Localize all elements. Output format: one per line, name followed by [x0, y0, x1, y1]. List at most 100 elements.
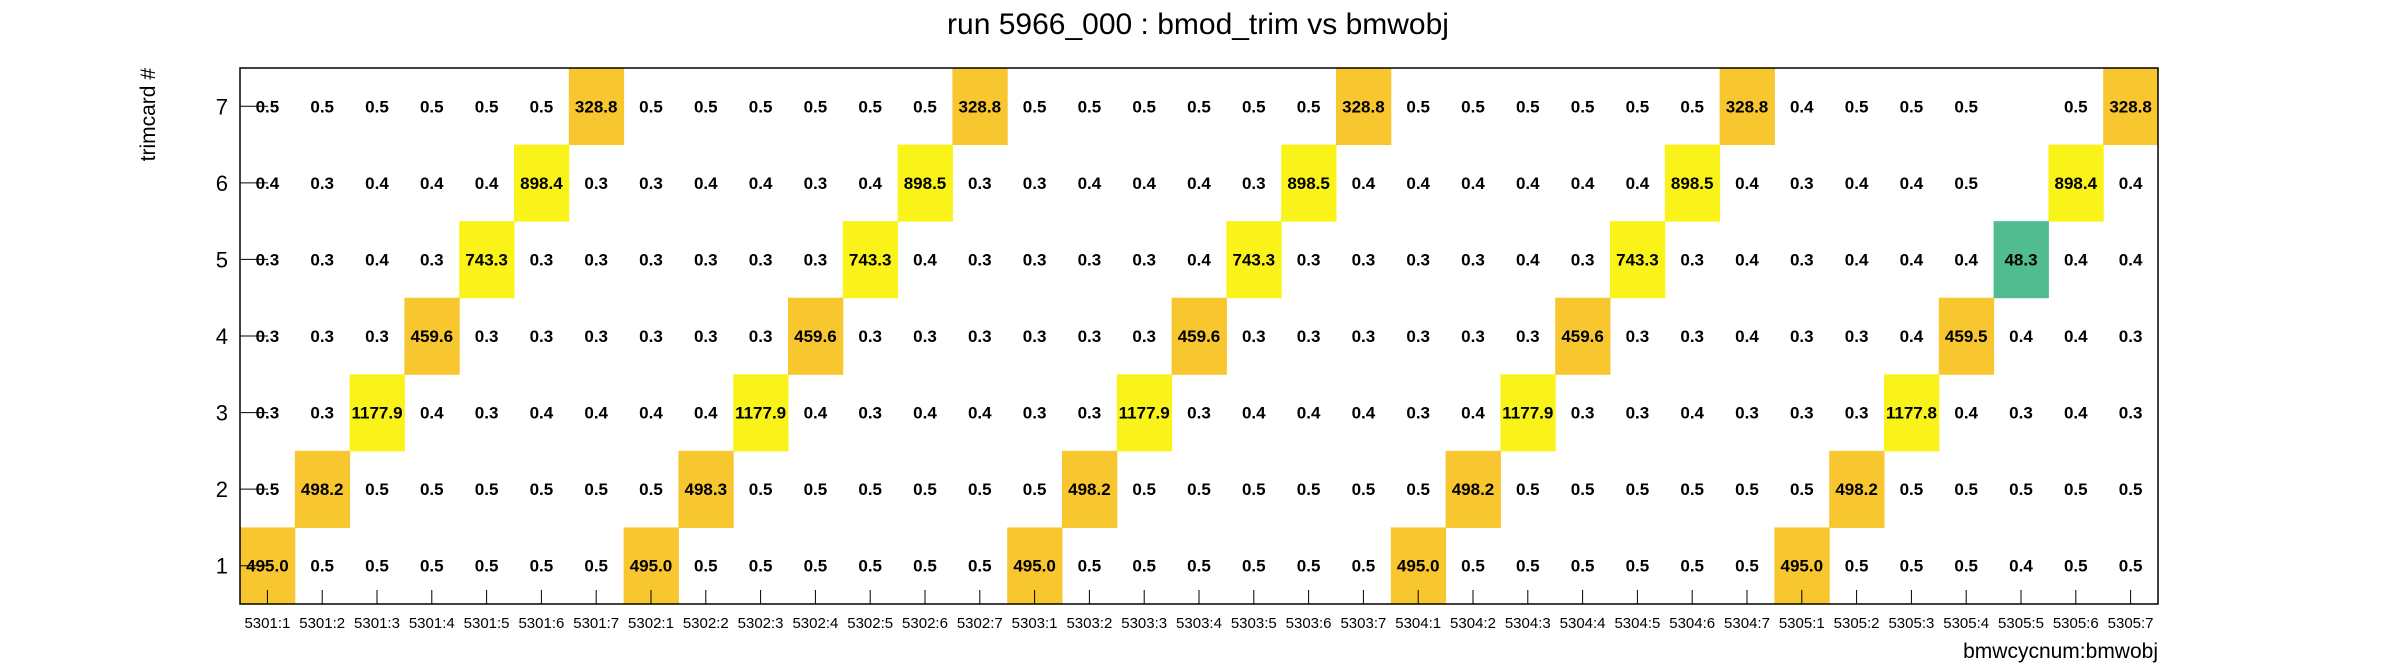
cell-value-label: 0.5 [1461, 557, 1485, 576]
cell-value-label: 0.5 [420, 97, 444, 116]
cell-value-label: 328.8 [1726, 97, 1769, 116]
cell-value-label: 328.8 [959, 97, 1002, 116]
x-tick-label: 5302:7 [957, 615, 1003, 632]
cell-value-label: 0.5 [1626, 480, 1650, 499]
cell-value-label: 1177.9 [1119, 404, 1170, 423]
x-tick-label: 5304:3 [1505, 615, 1551, 632]
cell-value-label: 0.4 [1242, 404, 1266, 423]
x-tick-label: 5302:6 [902, 615, 948, 632]
cell-value-label: 0.4 [1571, 174, 1595, 193]
cell-value-label: 0.5 [1626, 557, 1650, 576]
cell-value-label: 0.4 [1900, 327, 1924, 346]
y-tick-label: 4 [216, 324, 228, 349]
cell-value-label: 0.5 [1735, 480, 1759, 499]
cell-value-label: 0.4 [1845, 174, 1869, 193]
cell-value-label: 0.5 [530, 480, 554, 499]
heatmap-cell [1829, 450, 1885, 528]
heatmap-cell [349, 374, 405, 452]
cell-value-label: 0.3 [1516, 327, 1540, 346]
cell-value-label: 0.5 [1571, 557, 1595, 576]
cell-value-label: 898.5 [1671, 174, 1714, 193]
cell-value-label: 0.5 [1187, 97, 1211, 116]
cell-value-label: 0.5 [2119, 557, 2143, 576]
cell-value-label: 0.4 [1187, 174, 1211, 193]
heatmap-cell [1500, 374, 1556, 452]
heatmap-cell [1610, 221, 1666, 299]
x-tick-label: 5304:4 [1560, 615, 1606, 632]
cell-value-label: 0.4 [420, 174, 444, 193]
cell-value-label: 0.3 [1790, 327, 1814, 346]
cell-value-label: 0.3 [639, 327, 663, 346]
cell-value-label: 0.4 [1132, 174, 1156, 193]
cell-value-label: 0.5 [365, 97, 389, 116]
cell-value-label: 0.4 [2064, 404, 2088, 423]
cell-value-label: 0.3 [365, 327, 389, 346]
cell-value-label: 0.4 [804, 404, 828, 423]
cell-value-label: 0.5 [1954, 97, 1978, 116]
cell-value-label: 0.4 [420, 404, 444, 423]
heatmap-cell [1281, 144, 1337, 222]
cell-value-label: 743.3 [465, 250, 508, 269]
cell-value-label: 0.3 [1352, 250, 1376, 269]
cell-value-label: 0.5 [1680, 557, 1704, 576]
cell-value-label: 0.4 [365, 174, 389, 193]
cell-value-label: 0.5 [804, 557, 828, 576]
cell-value-label: 48.3 [2004, 250, 2037, 269]
cell-value-label: 0.5 [1297, 480, 1321, 499]
heatmap-cell [294, 450, 351, 528]
y-tick-label: 2 [216, 477, 228, 502]
cell-value-label: 0.4 [968, 404, 992, 423]
cell-value-label: 0.5 [1680, 97, 1704, 116]
cell-value-label: 0.3 [1571, 250, 1595, 269]
cell-value-label: 0.3 [475, 327, 499, 346]
x-tick-label: 5301:2 [299, 615, 345, 632]
cell-value-label: 0.4 [858, 174, 882, 193]
cell-value-label: 0.3 [310, 174, 334, 193]
cell-value-label: 0.4 [530, 404, 554, 423]
cell-value-label: 0.3 [530, 250, 554, 269]
cell-value-label: 0.5 [1516, 97, 1540, 116]
cell-value-label: 0.4 [475, 174, 499, 193]
cell-value-label: 0.4 [1954, 250, 1978, 269]
cell-value-label: 0.5 [1900, 557, 1924, 576]
x-tick-label: 5301:4 [409, 615, 455, 632]
cell-value-label: 0.3 [1023, 327, 1047, 346]
heatmap-cell [2048, 144, 2104, 222]
heatmap-cell [1445, 450, 1501, 528]
x-tick-label: 5301:5 [464, 615, 510, 632]
cell-value-label: 0.5 [804, 97, 828, 116]
cell-value-label: 0.3 [1078, 327, 1102, 346]
cell-value-label: 0.5 [858, 480, 882, 499]
x-tick-label: 5305:5 [1998, 615, 2044, 632]
x-tick-label: 5304:2 [1450, 615, 1496, 632]
cell-value-label: 0.3 [1352, 327, 1376, 346]
heatmap-cell [1938, 297, 1995, 375]
cell-value-label: 0.4 [1900, 250, 1924, 269]
cell-value-label: 0.3 [858, 404, 882, 423]
cell-value-label: 0.5 [1242, 97, 1266, 116]
cell-value-label: 328.8 [2109, 97, 2152, 116]
heatmap-cell [1336, 68, 1392, 146]
cell-value-label: 0.5 [530, 97, 554, 116]
cell-value-label: 0.5 [1297, 557, 1321, 576]
x-tick-label: 5304:7 [1724, 615, 1770, 632]
cell-value-label: 0.3 [1242, 174, 1266, 193]
heatmap-cell [514, 144, 570, 222]
cell-value-label: 0.4 [694, 174, 718, 193]
cell-value-label: 498.2 [1835, 480, 1878, 499]
cell-value-label: 328.8 [1342, 97, 1385, 116]
cell-value-label: 0.3 [804, 250, 828, 269]
cell-value-label: 0.5 [310, 97, 334, 116]
heatmap-cell [1171, 297, 1227, 375]
cell-value-label: 0.4 [749, 174, 773, 193]
cell-value-label: 0.5 [420, 480, 444, 499]
cell-value-label: 0.5 [475, 557, 499, 576]
heatmap-cell [1993, 221, 2049, 299]
cell-value-label: 498.2 [1452, 480, 1495, 499]
cell-value-label: 0.5 [1242, 557, 1266, 576]
cell-value-label: 0.5 [420, 557, 444, 576]
cell-value-label: 459.6 [1561, 327, 1604, 346]
cell-value-label: 498.3 [685, 480, 728, 499]
cell-value-label: 0.3 [475, 404, 499, 423]
cell-value-label: 0.5 [1187, 557, 1211, 576]
